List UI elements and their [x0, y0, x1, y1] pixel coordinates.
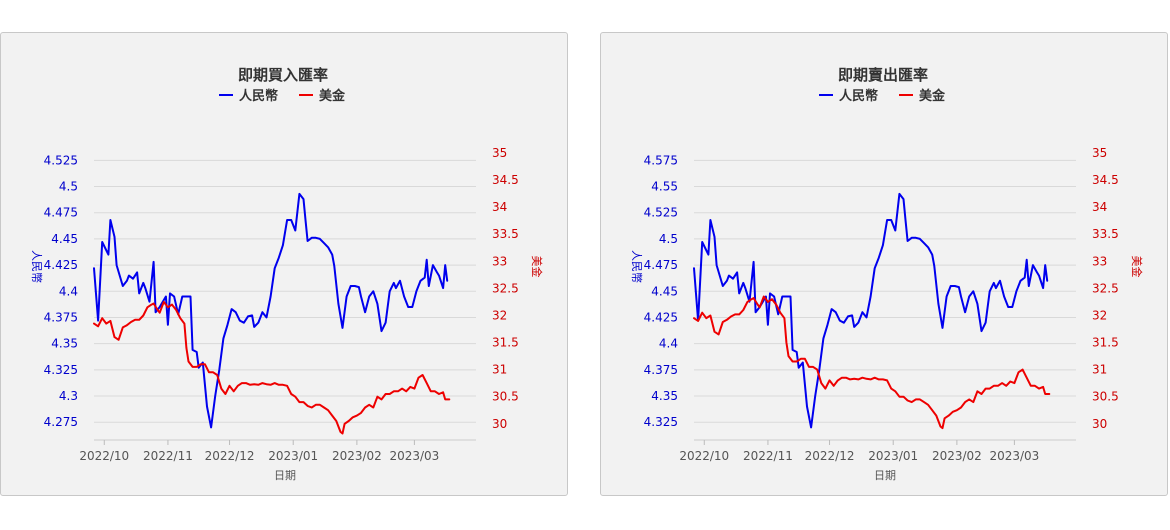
- y-left-tick-label: 4.35: [651, 389, 678, 403]
- x-tick-label: 2022/12: [205, 449, 255, 463]
- x-tick-label: 2023/02: [332, 449, 382, 463]
- y-left-tick-label: 4.525: [44, 153, 78, 167]
- y-left-tick-label: 4.325: [44, 363, 78, 377]
- y-right-tick-label: 32.5: [492, 281, 519, 295]
- y-right-tick-label: 32.5: [1092, 281, 1119, 295]
- y-left-tick-label: 4.4: [659, 337, 678, 351]
- x-tick-label: 2022/11: [743, 449, 793, 463]
- y-left-tick-label: 4.45: [651, 284, 678, 298]
- x-tick-label: 2023/01: [268, 449, 318, 463]
- y-left-tick-label: 4.275: [44, 415, 78, 429]
- y-left-tick-label: 4.5: [659, 232, 678, 246]
- y-left-tick-label: 4.45: [51, 232, 78, 246]
- series-line-usd: [93, 300, 451, 435]
- y-right-tick-label: 31: [1092, 363, 1107, 377]
- y-left-tick-label: 4.55: [651, 180, 678, 194]
- y-right-tick-label: 30.5: [1092, 390, 1119, 404]
- y-right-tick-label: 31.5: [1092, 336, 1119, 350]
- x-axis-title: 日期: [274, 469, 296, 482]
- y-right-tick-label: 35: [1092, 146, 1107, 160]
- sell-rate-chart-panel: 即期賣出匯率 人民幣 美金 4.325 4.35 4.375 4.4 4.425 4.45 4.4…: [600, 32, 1168, 496]
- y-left-tick-label: 4.475: [44, 206, 78, 220]
- y-left-tick-label: 4.375: [644, 363, 678, 377]
- y-left-tick-label: 4.475: [644, 258, 678, 272]
- y-left-tick-label: 4.425: [644, 310, 678, 324]
- buy-rate-chart-panel: 即期買入匯率 人民幣 美金 4.275 4.3 4.325 4.35 4.375 4.4 4.42…: [0, 32, 568, 496]
- y-left-axis-title: 人民幣: [630, 250, 643, 283]
- y-right-tick-label: 32: [1092, 308, 1107, 322]
- y-right-tick-label: 33: [1092, 254, 1107, 268]
- legend: 人民幣 美金: [219, 88, 346, 104]
- y-left-tick-label: 4.525: [644, 206, 678, 220]
- x-tick-label: 2023/03: [989, 449, 1039, 463]
- legend-label-cny: 人民幣: [239, 88, 278, 104]
- y-left-tick-label: 4.325: [644, 415, 678, 429]
- y-right-axis-title: 美金: [1130, 256, 1144, 278]
- series-line-cny: [693, 192, 1049, 429]
- y-left-tick-label: 4.575: [644, 153, 678, 167]
- y-right-tick-label: 34.5: [1092, 173, 1119, 187]
- x-tick-label: 2023/02: [932, 449, 982, 463]
- y-left-axis-title: 人民幣: [30, 250, 43, 283]
- y-right-tick-label: 32: [492, 308, 507, 322]
- y-right-tick-label: 31: [492, 363, 507, 377]
- y-right-tick-label: 34.5: [492, 173, 519, 187]
- y-left-tick-label: 4.425: [44, 258, 78, 272]
- x-axis-title: 日期: [874, 469, 896, 482]
- legend-label-usd: 美金: [319, 88, 346, 104]
- y-right-tick-label: 35: [492, 146, 507, 160]
- x-tick-label: 2023/03: [389, 449, 439, 463]
- x-tick-label: 2022/11: [143, 449, 193, 463]
- legend: 人民幣 美金: [819, 88, 946, 104]
- y-right-tick-label: 31.5: [492, 336, 519, 350]
- chart-title: 即期買入匯率: [238, 66, 328, 84]
- y-right-tick-label: 33.5: [492, 227, 519, 241]
- y-right-tick-label: 34: [1092, 200, 1107, 214]
- x-tick-label: 2022/10: [79, 449, 129, 463]
- legend-label-usd: 美金: [919, 88, 946, 104]
- y-left-tick-label: 4.35: [51, 337, 78, 351]
- y-left-tick-label: 4.5: [59, 180, 78, 194]
- series-line-usd: [693, 295, 1051, 430]
- legend-label-cny: 人民幣: [839, 88, 878, 104]
- y-right-tick-label: 34: [492, 200, 507, 214]
- y-left-tick-label: 4.4: [59, 284, 78, 298]
- chart-title: 即期賣出匯率: [838, 66, 928, 84]
- series-line-cny: [93, 192, 449, 429]
- x-tick-label: 2023/01: [868, 449, 918, 463]
- y-left-tick-label: 4.375: [44, 310, 78, 324]
- y-right-axis-title: 美金: [530, 256, 544, 278]
- y-right-tick-label: 30.5: [492, 390, 519, 404]
- y-right-tick-label: 33: [492, 254, 507, 268]
- x-tick-label: 2022/10: [679, 449, 729, 463]
- y-right-tick-label: 33.5: [1092, 227, 1119, 241]
- y-right-tick-label: 30: [492, 417, 507, 431]
- y-left-tick-label: 4.3: [59, 389, 78, 403]
- y-right-tick-label: 30: [1092, 417, 1107, 431]
- x-tick-label: 2022/12: [805, 449, 855, 463]
